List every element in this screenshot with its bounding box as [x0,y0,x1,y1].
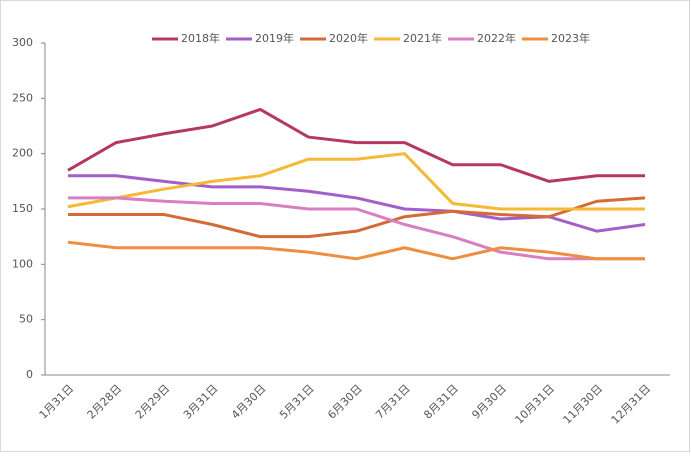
y-tick-label: 150 [12,202,33,215]
y-tick-label: 0 [26,368,33,381]
legend-label: 2022年 [477,31,516,45]
legend-label: 2018年 [181,31,220,45]
legend-label: 2020年 [329,31,368,45]
y-tick-label: 300 [12,36,33,49]
series-line [67,152,645,211]
series-line [68,196,646,239]
legend-label: 2019年 [255,31,294,45]
legend-label: 2021年 [403,31,442,45]
y-tick-label: 50 [19,313,33,326]
series-line [67,107,645,183]
series-line [67,240,645,261]
legend-label: 2023年 [551,31,590,45]
series-line [68,196,645,261]
y-tick-label: 250 [12,91,33,104]
y-tick-label: 100 [12,257,33,270]
y-tick-label: 200 [12,147,33,160]
